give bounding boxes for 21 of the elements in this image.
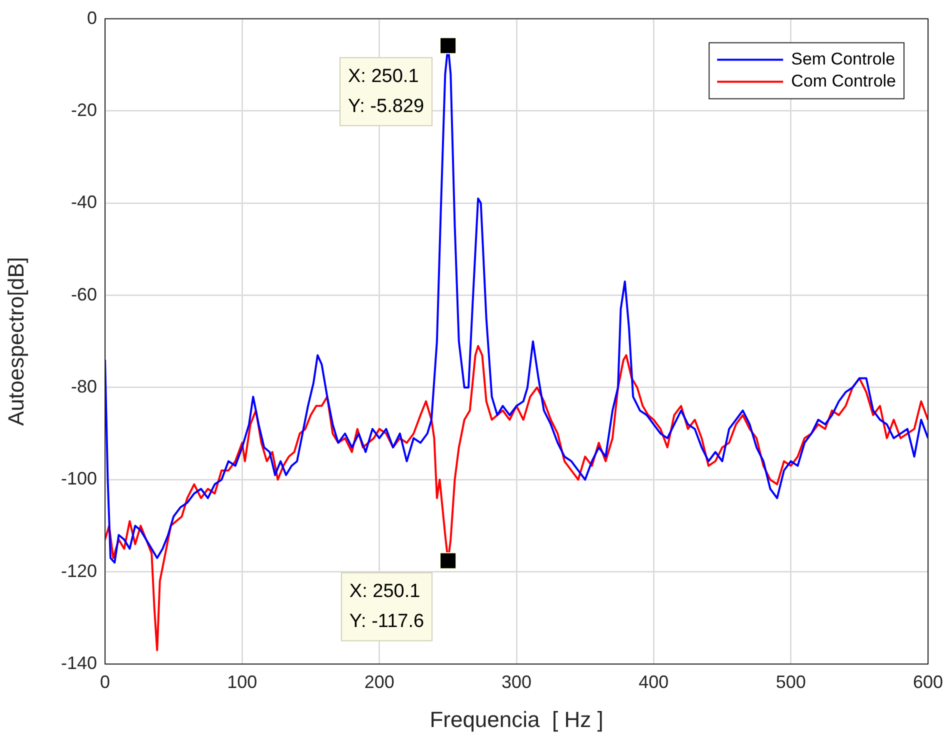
x-tick-label: 500 xyxy=(776,672,806,692)
y-axis-title: Autoespectro[dB] xyxy=(3,257,28,426)
x-tick-label: 400 xyxy=(638,672,669,692)
y-tick-label: -100 xyxy=(60,468,97,489)
x-tick-label: 200 xyxy=(364,672,394,692)
x-tick-label: 100 xyxy=(227,672,258,692)
y-tick-label: -40 xyxy=(70,192,97,212)
y-tick-label: 0 xyxy=(86,8,97,28)
legend-label: Com Controle xyxy=(791,71,896,90)
x-axis-title: Frequencia [ Hz ] xyxy=(430,706,604,732)
y-tick-label: -120 xyxy=(60,560,97,581)
y-tick-label: -20 xyxy=(70,100,97,120)
x-tick-label: 300 xyxy=(501,672,532,692)
y-tick-label: -140 xyxy=(60,652,97,673)
x-tick-label: 0 xyxy=(100,672,110,692)
legend-label: Sem Controle xyxy=(791,49,896,68)
annotation: X: 250.1 Y: -5.829 xyxy=(348,66,424,117)
y-tick-label: -60 xyxy=(70,284,97,304)
annotation: X: 250.1 Y: -117.6 xyxy=(349,581,424,632)
x-tick-label: 600 xyxy=(912,672,944,692)
y-tick-label: -80 xyxy=(70,376,97,396)
